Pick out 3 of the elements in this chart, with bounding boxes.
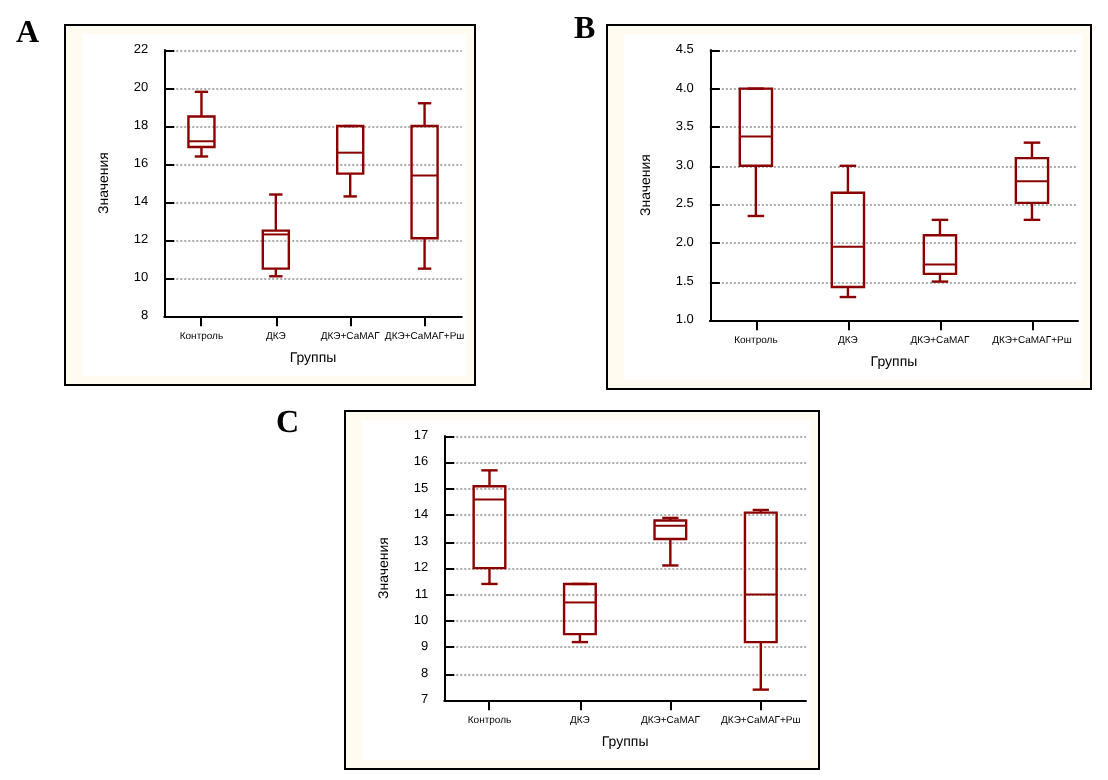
chart-title: B — [574, 12, 596, 48]
chart-title: C — [276, 406, 300, 442]
chart-title: A — [16, 16, 40, 52]
